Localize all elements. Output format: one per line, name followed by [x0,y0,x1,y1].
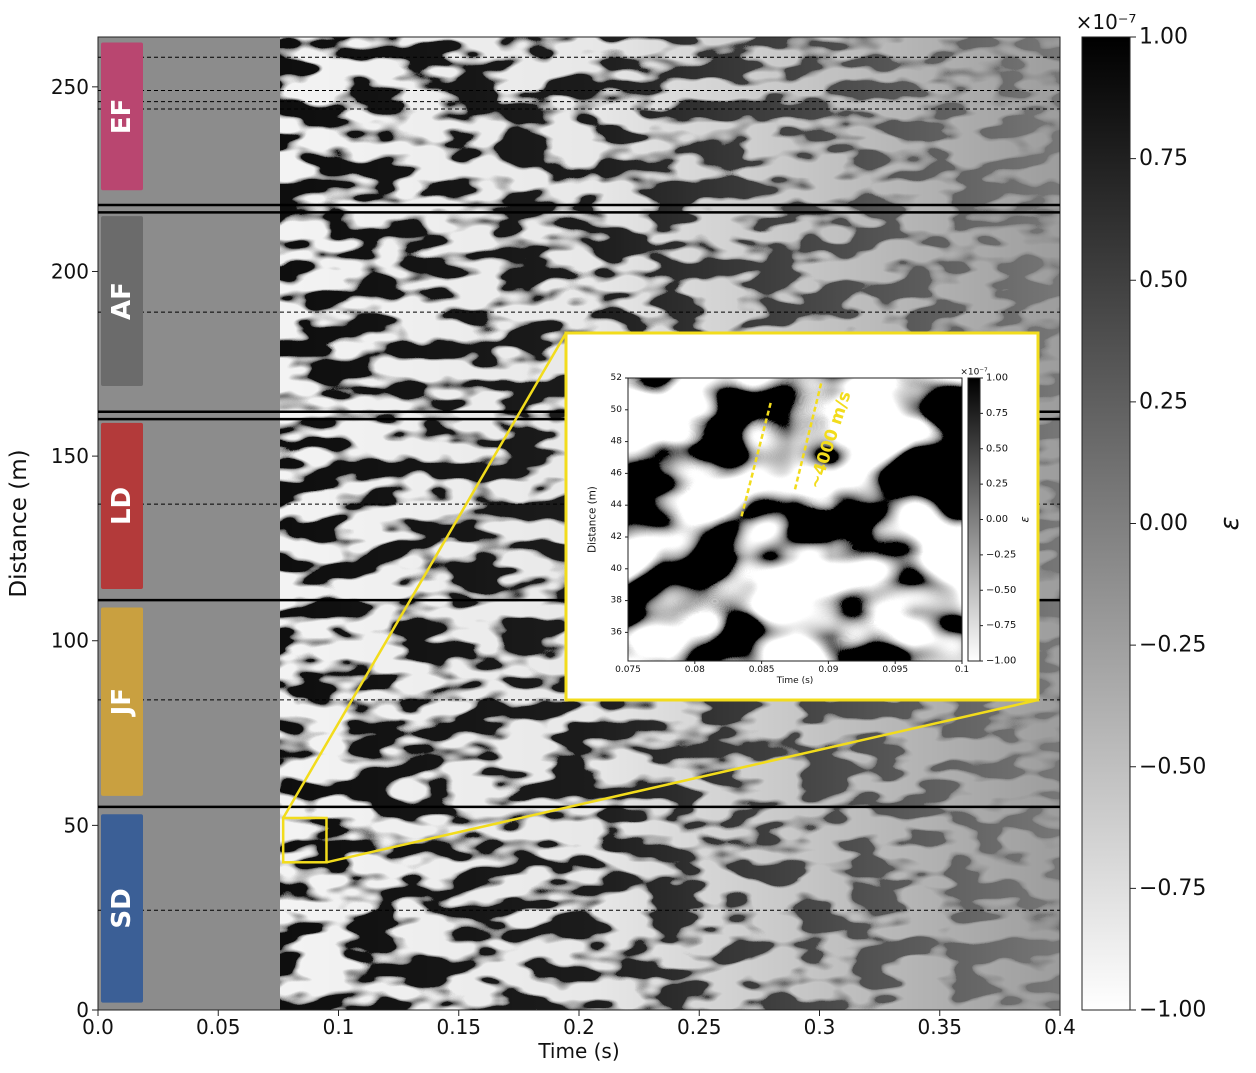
zone-label: AF [107,282,137,320]
zoom-connector [326,698,1039,864]
zone-label: JF [107,688,137,717]
zone-label: EF [107,99,137,135]
zone-box [101,42,143,191]
x-tick-label: 0.2 [563,1015,595,1039]
x-tick-label: 0.35 [917,1015,962,1039]
x-tick-label: 0.25 [677,1015,722,1039]
zone-label: SD [107,888,137,928]
zone-label: LD [107,487,137,525]
y-tick-label: 50 [64,813,89,837]
x-tick-label: 0.085 [749,665,775,675]
y-tick-label: 38 [611,596,623,606]
x-tick-label: 0.05 [196,1015,241,1039]
y-tick-label: 48 [611,437,623,447]
colorbar-tick-label: −0.75 [986,620,1016,631]
x-tick-label: 0.09 [818,665,838,675]
zone-box [101,422,143,590]
y-tick-label: 42 [611,532,622,542]
zoom-connector [282,332,568,819]
colorbar [1081,36,1131,1011]
zoom-box [281,816,328,864]
colorbar-tick-label: 0.50 [986,443,1008,454]
x-tick-label: 0.1 [955,665,969,675]
colorbar-label: ε [1018,516,1032,522]
colorbar-tick-label: −0.25 [1139,633,1206,658]
zone-box [101,814,143,1003]
inset-texture [628,378,962,661]
colorbar-tick-label: 0.25 [986,479,1008,490]
y-tick-label: 100 [51,629,89,653]
y-axis-label: Distance (m) [587,486,599,553]
inset-axes-frame [627,377,963,662]
y-tick-label: 40 [611,564,623,574]
y-tick-label: 250 [51,75,89,99]
y-tick-label: 0 [76,998,89,1022]
colorbar-tick-label: 1.00 [986,373,1008,384]
colorbar-label: ε [1215,516,1245,530]
x-tick-label: 0.4 [1044,1015,1076,1039]
y-tick-label: 36 [611,627,623,637]
colorbar-tick-label: 0.00 [1139,511,1188,536]
velocity-line [740,401,773,517]
colorbar-tick-label: 1.00 [1139,25,1188,50]
colorbar-tick-label: 0.75 [986,408,1008,419]
colorbar-tick-label: −1.00 [1139,998,1206,1023]
x-axis-label: Time (s) [776,676,814,686]
colorbar-tick-label: −1.00 [986,656,1016,667]
colorbar-tick-label: −0.75 [1139,876,1206,901]
y-tick-label: 50 [611,405,623,415]
y-tick-label: 52 [611,373,622,383]
colorbar-multiplier: ×10⁻⁷ [1076,10,1137,34]
y-tick-label: 46 [611,468,623,478]
colorbar [967,377,981,662]
x-tick-label: 0.075 [615,665,641,675]
y-tick-label: 150 [51,444,89,468]
colorbar-multiplier: ×10⁻⁷ [960,367,988,377]
inset [564,331,1040,702]
x-axis-label: Time (s) [537,1039,619,1063]
colorbar-tick-label: −0.50 [1139,754,1206,779]
zone-box [101,216,143,386]
colorbar-tick-label: −0.50 [986,585,1016,596]
x-tick-label: 0.095 [882,665,908,675]
x-tick-label: 0.08 [685,665,705,675]
y-tick-label: 44 [611,500,623,510]
colorbar-tick-label: 0.25 [1139,389,1188,414]
colorbar-tick-label: 0.50 [1139,268,1188,293]
colorbar-tick-label: −0.25 [986,549,1016,560]
x-tick-label: 0.1 [323,1015,355,1039]
colorbar-tick-label: 0.00 [986,514,1008,525]
velocity-line [793,380,823,490]
x-tick-label: 0.0 [82,1015,114,1039]
zone-box [101,607,143,796]
x-tick-label: 0.3 [804,1015,836,1039]
colorbar-tick-label: 0.75 [1139,146,1188,171]
y-tick-label: 200 [51,259,89,283]
y-axis-label: Distance (m) [6,449,32,597]
x-tick-label: 0.15 [436,1015,481,1039]
